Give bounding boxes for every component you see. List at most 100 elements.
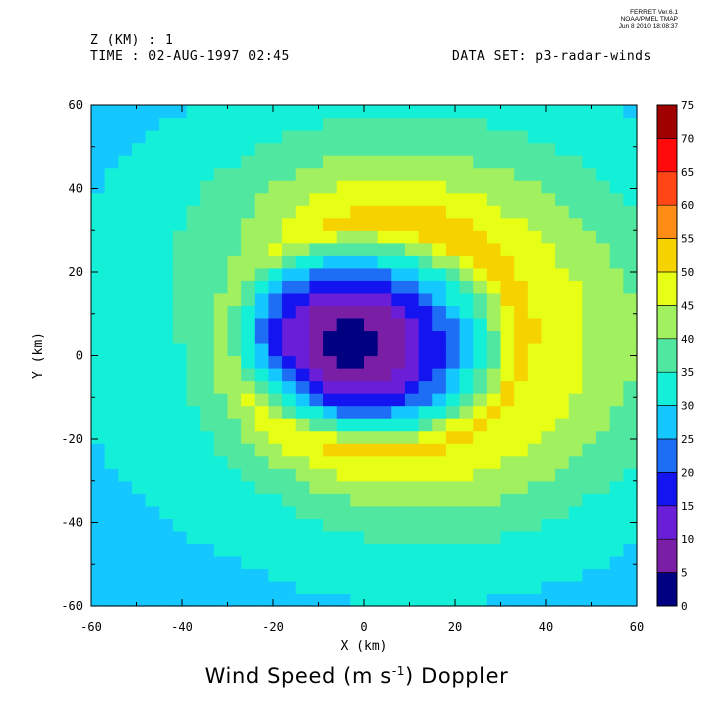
heat-cell — [623, 443, 638, 457]
heat-cell — [514, 255, 529, 269]
heat-cell — [254, 280, 270, 294]
heat-cell — [555, 368, 570, 382]
colorbar-label: 20 — [681, 466, 694, 479]
heat-cell — [227, 480, 242, 494]
heat-cell — [541, 255, 556, 269]
heat-cell — [323, 543, 338, 557]
heat-cell — [131, 192, 147, 206]
heat-cell — [623, 380, 638, 394]
heat-cell — [91, 192, 106, 206]
heat-cell — [596, 593, 611, 607]
heat-cell — [418, 180, 433, 194]
heat-cell — [377, 580, 392, 595]
heat-cell — [609, 142, 624, 156]
colorbar-label: 75 — [681, 99, 694, 112]
heat-cell — [404, 317, 420, 332]
heat-cell — [104, 505, 119, 519]
heat-cell — [473, 368, 488, 382]
heat-cell — [514, 380, 529, 394]
heat-cell — [432, 117, 447, 131]
heat-cell — [527, 580, 543, 595]
heat-cell — [282, 543, 297, 557]
heat-cell — [391, 342, 406, 357]
x-tick-label: 20 — [448, 620, 462, 634]
heat-cell — [445, 317, 461, 332]
heat-cell — [473, 280, 488, 294]
heat-cell — [514, 192, 529, 206]
heat-cell — [336, 305, 351, 319]
heat-cell — [104, 418, 119, 432]
heat-cell — [309, 418, 324, 432]
heat-cell — [159, 317, 174, 332]
heat-cell — [295, 468, 310, 482]
heat-cell — [159, 230, 174, 244]
heat-cell — [295, 142, 310, 156]
heat-cell — [282, 155, 297, 169]
heat-cell — [473, 518, 488, 532]
heat-cell — [486, 167, 502, 181]
heat-cell — [268, 217, 283, 231]
heat-cell — [541, 330, 556, 344]
heat-cell — [568, 180, 583, 194]
heat-cell — [104, 443, 119, 457]
heat-cell — [104, 217, 119, 231]
heat-cell — [445, 267, 461, 281]
heat-cell — [213, 505, 229, 519]
heat-cell — [172, 505, 188, 519]
heat-cell — [309, 205, 324, 219]
heat-cell — [568, 117, 583, 131]
heat-cell — [568, 580, 583, 595]
heat-cell — [459, 468, 474, 482]
heat-cell — [500, 205, 515, 219]
heat-cell — [227, 580, 242, 595]
heat-cell — [295, 405, 310, 419]
heat-cell — [282, 355, 297, 369]
heat-cell — [418, 555, 433, 570]
heat-cell — [445, 355, 461, 369]
heat-cell — [459, 530, 474, 544]
heat-cell — [104, 117, 119, 131]
heat-cell — [582, 230, 597, 244]
heat-cell — [309, 130, 324, 144]
heat-cell — [541, 493, 556, 507]
colorbar-swatch — [657, 472, 677, 506]
heat-cell — [104, 192, 119, 206]
heat-cell — [227, 555, 242, 570]
heat-cell — [500, 305, 515, 319]
heat-cell — [459, 568, 474, 582]
heat-cell — [295, 580, 310, 595]
heat-cell — [227, 217, 242, 231]
heat-cell — [254, 518, 270, 532]
heat-cell — [391, 393, 406, 407]
heat-cell — [350, 380, 365, 394]
heat-cell — [268, 443, 283, 457]
heat-cell — [391, 117, 406, 131]
heat-cell — [514, 267, 529, 281]
heat-cell — [623, 580, 638, 595]
heat-cell — [309, 292, 324, 307]
heat-cell — [104, 330, 119, 344]
heat-cell — [377, 543, 392, 557]
heat-cell — [227, 493, 242, 507]
heat-cell — [186, 317, 201, 332]
heat-cell — [527, 242, 543, 256]
heat-cell — [432, 305, 447, 319]
y-tick-label: -20 — [61, 432, 83, 446]
heat-cell — [254, 292, 270, 307]
heat-cell — [309, 555, 324, 570]
heat-cell — [432, 317, 447, 332]
heat-cell — [254, 330, 270, 344]
heat-cell — [186, 443, 201, 457]
heat-cell — [527, 443, 543, 457]
heat-cell — [364, 355, 379, 369]
heat-cell — [323, 518, 338, 532]
heat-cell — [282, 180, 297, 194]
heat-cell — [432, 380, 447, 394]
heat-cell — [309, 380, 324, 394]
heat-cell — [254, 493, 270, 507]
heat-cell — [172, 180, 188, 194]
heat-cell — [268, 530, 283, 544]
heat-cell — [186, 555, 201, 570]
heat-cell — [213, 405, 229, 419]
heat-cell — [473, 393, 488, 407]
